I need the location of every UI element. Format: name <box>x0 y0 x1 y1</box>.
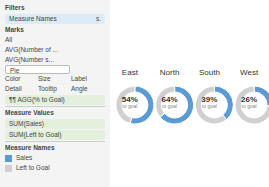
html-text:Detail: Detail <box>5 85 22 92</box>
svg-text:to goal: to goal <box>122 103 137 109</box>
html-text:AVG(Number of ...: AVG(Number of ... <box>5 46 58 53</box>
svg-text:North: North <box>160 68 180 77</box>
html-text:Measure Names: Measure Names <box>9 15 57 22</box>
svg-text:to goal: to goal <box>162 103 177 109</box>
html-text:Pie: Pie <box>10 67 20 74</box>
html-text:SUM(Left to Goal): SUM(Left to Goal) <box>9 131 62 138</box>
html-text:Color: Color <box>5 75 21 82</box>
html-text:Angle: Angle <box>71 85 88 92</box>
html-text:s.: s. <box>95 15 101 22</box>
svg-text:39%: 39% <box>201 95 217 104</box>
html-text:Marks: Marks <box>5 26 24 33</box>
svg-text:South: South <box>199 68 220 77</box>
svg-text:26%: 26% <box>241 95 257 104</box>
html-text:Tooltip: Tooltip <box>38 85 57 92</box>
html-text:SUM(Sales): SUM(Sales) <box>9 120 44 127</box>
svg-text:to goal: to goal <box>202 103 217 109</box>
svg-text:64%: 64% <box>162 95 178 104</box>
html-text:Label: Label <box>71 75 87 82</box>
html-text:¶¶ AGG(% to Goal): ¶¶ AGG(% to Goal) <box>9 96 65 103</box>
svg-text:West: West <box>240 68 259 77</box>
html-text:Filters: Filters <box>5 4 25 11</box>
html-text:Sales: Sales <box>16 154 33 161</box>
svg-text:to goal: to goal <box>242 103 257 109</box>
html-text:Measure Names: Measure Names <box>5 144 55 151</box>
html-text:AVG(Number s...: AVG(Number s... <box>5 56 54 63</box>
html-text:All: All <box>5 36 13 43</box>
svg-text:East: East <box>122 68 139 77</box>
html-text:Size: Size <box>38 75 51 82</box>
svg-text:54%: 54% <box>122 95 138 104</box>
html-text:Left to Goal: Left to Goal <box>16 164 50 171</box>
html-text:Measure Values: Measure Values <box>5 109 54 116</box>
